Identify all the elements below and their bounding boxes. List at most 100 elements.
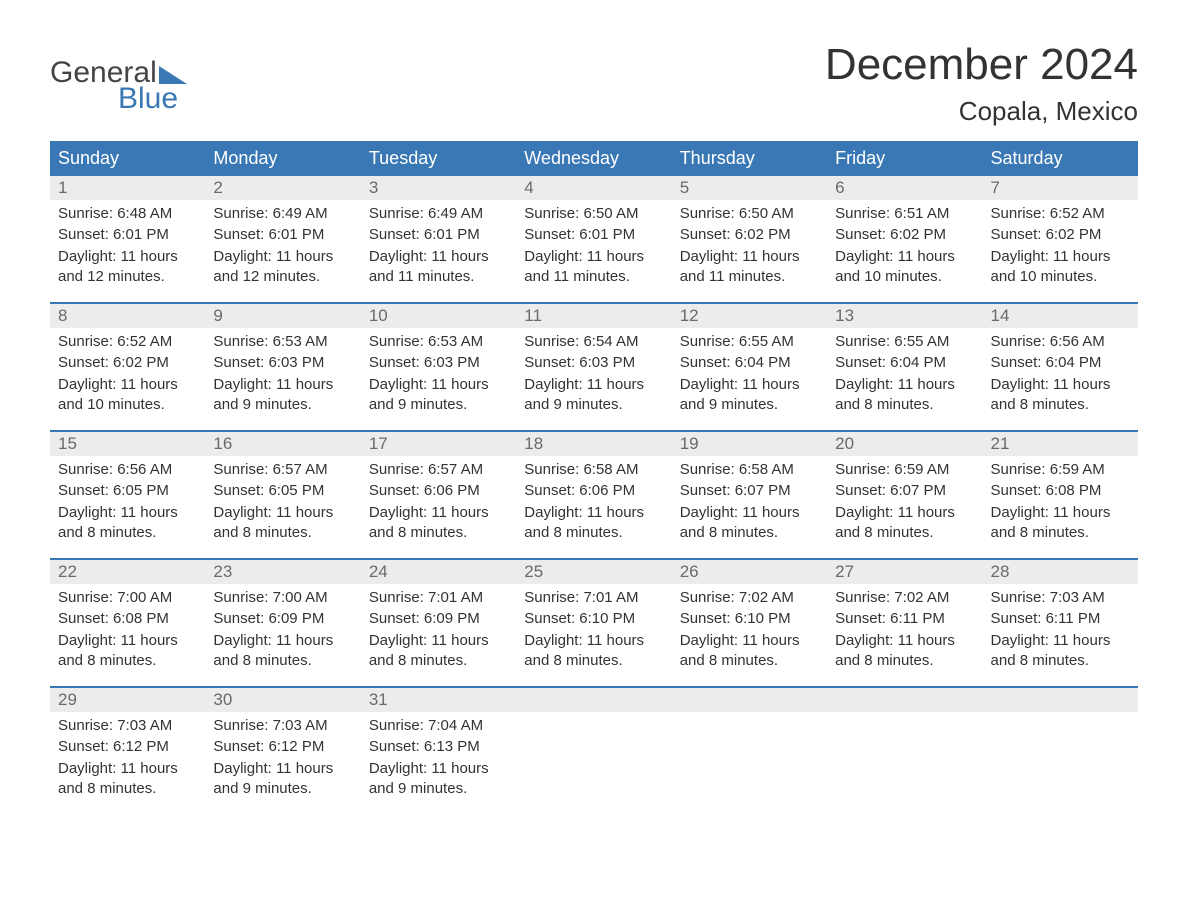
sunset-line: Sunset: 6:03 PM (369, 353, 508, 373)
daylight-line: Daylight: 11 hours and 11 minutes. (680, 247, 819, 288)
day-details: Sunrise: 6:56 AMSunset: 6:05 PMDaylight:… (50, 456, 205, 543)
day-cell: 3Sunrise: 6:49 AMSunset: 6:01 PMDaylight… (361, 176, 516, 302)
day-cell (827, 688, 982, 814)
sunset-line: Sunset: 6:04 PM (991, 353, 1130, 373)
day-details: Sunrise: 6:49 AMSunset: 6:01 PMDaylight:… (205, 200, 360, 287)
day-cell: 31Sunrise: 7:04 AMSunset: 6:13 PMDayligh… (361, 688, 516, 814)
daylight-line: Daylight: 11 hours and 8 minutes. (680, 503, 819, 544)
day-number: 24 (361, 560, 516, 584)
daylight-line: Daylight: 11 hours and 10 minutes. (991, 247, 1130, 288)
week-row: 1Sunrise: 6:48 AMSunset: 6:01 PMDaylight… (50, 176, 1138, 302)
weeks-container: 1Sunrise: 6:48 AMSunset: 6:01 PMDaylight… (50, 176, 1138, 814)
day-details: Sunrise: 6:59 AMSunset: 6:07 PMDaylight:… (827, 456, 982, 543)
day-details: Sunrise: 7:00 AMSunset: 6:08 PMDaylight:… (50, 584, 205, 671)
day-cell (672, 688, 827, 814)
day-cell: 10Sunrise: 6:53 AMSunset: 6:03 PMDayligh… (361, 304, 516, 430)
daylight-line: Daylight: 11 hours and 8 minutes. (524, 631, 663, 672)
sunset-line: Sunset: 6:01 PM (524, 225, 663, 245)
day-number: 18 (516, 432, 671, 456)
day-cell: 14Sunrise: 6:56 AMSunset: 6:04 PMDayligh… (983, 304, 1138, 430)
sunrise-line: Sunrise: 7:03 AM (213, 716, 352, 736)
daylight-line: Daylight: 11 hours and 8 minutes. (835, 631, 974, 672)
sunrise-line: Sunrise: 6:50 AM (680, 204, 819, 224)
day-number: 15 (50, 432, 205, 456)
day-cell: 27Sunrise: 7:02 AMSunset: 6:11 PMDayligh… (827, 560, 982, 686)
sunrise-line: Sunrise: 6:48 AM (58, 204, 197, 224)
weekday-header-row: SundayMondayTuesdayWednesdayThursdayFrid… (50, 141, 1138, 176)
daylight-line: Daylight: 11 hours and 8 minutes. (835, 503, 974, 544)
heading: December 2024 Copala, Mexico (825, 40, 1138, 127)
week-row: 15Sunrise: 6:56 AMSunset: 6:05 PMDayligh… (50, 430, 1138, 558)
day-details: Sunrise: 7:01 AMSunset: 6:09 PMDaylight:… (361, 584, 516, 671)
daylight-line: Daylight: 11 hours and 9 minutes. (524, 375, 663, 416)
sunrise-line: Sunrise: 6:54 AM (524, 332, 663, 352)
sunset-line: Sunset: 6:08 PM (991, 481, 1130, 501)
week-row: 8Sunrise: 6:52 AMSunset: 6:02 PMDaylight… (50, 302, 1138, 430)
day-cell: 26Sunrise: 7:02 AMSunset: 6:10 PMDayligh… (672, 560, 827, 686)
day-cell: 20Sunrise: 6:59 AMSunset: 6:07 PMDayligh… (827, 432, 982, 558)
day-cell: 12Sunrise: 6:55 AMSunset: 6:04 PMDayligh… (672, 304, 827, 430)
sunrise-line: Sunrise: 6:58 AM (524, 460, 663, 480)
day-cell: 17Sunrise: 6:57 AMSunset: 6:06 PMDayligh… (361, 432, 516, 558)
sunrise-line: Sunrise: 7:01 AM (369, 588, 508, 608)
sunrise-line: Sunrise: 6:59 AM (835, 460, 974, 480)
daylight-line: Daylight: 11 hours and 9 minutes. (369, 759, 508, 800)
day-number: 1 (50, 176, 205, 200)
daylight-line: Daylight: 11 hours and 12 minutes. (213, 247, 352, 288)
day-details: Sunrise: 6:51 AMSunset: 6:02 PMDaylight:… (827, 200, 982, 287)
day-number: 25 (516, 560, 671, 584)
daylight-line: Daylight: 11 hours and 9 minutes. (369, 375, 508, 416)
day-cell: 16Sunrise: 6:57 AMSunset: 6:05 PMDayligh… (205, 432, 360, 558)
weekday-header: Wednesday (516, 141, 671, 176)
sunset-line: Sunset: 6:03 PM (213, 353, 352, 373)
sunrise-line: Sunrise: 6:59 AM (991, 460, 1130, 480)
daylight-line: Daylight: 11 hours and 9 minutes. (213, 375, 352, 416)
day-details: Sunrise: 7:03 AMSunset: 6:11 PMDaylight:… (983, 584, 1138, 671)
daylight-line: Daylight: 11 hours and 8 minutes. (835, 375, 974, 416)
week-row: 22Sunrise: 7:00 AMSunset: 6:08 PMDayligh… (50, 558, 1138, 686)
sunset-line: Sunset: 6:08 PM (58, 609, 197, 629)
day-details: Sunrise: 6:48 AMSunset: 6:01 PMDaylight:… (50, 200, 205, 287)
daylight-line: Daylight: 11 hours and 8 minutes. (58, 503, 197, 544)
day-number: 29 (50, 688, 205, 712)
day-details: Sunrise: 6:58 AMSunset: 6:07 PMDaylight:… (672, 456, 827, 543)
day-details: Sunrise: 6:50 AMSunset: 6:02 PMDaylight:… (672, 200, 827, 287)
day-number: 16 (205, 432, 360, 456)
day-number: 5 (672, 176, 827, 200)
day-cell: 22Sunrise: 7:00 AMSunset: 6:08 PMDayligh… (50, 560, 205, 686)
daylight-line: Daylight: 11 hours and 12 minutes. (58, 247, 197, 288)
sunrise-line: Sunrise: 6:53 AM (369, 332, 508, 352)
day-details: Sunrise: 6:55 AMSunset: 6:04 PMDaylight:… (827, 328, 982, 415)
weekday-header: Friday (827, 141, 982, 176)
sunrise-line: Sunrise: 6:56 AM (991, 332, 1130, 352)
day-number: 21 (983, 432, 1138, 456)
day-details: Sunrise: 6:50 AMSunset: 6:01 PMDaylight:… (516, 200, 671, 287)
sunrise-line: Sunrise: 6:57 AM (213, 460, 352, 480)
location: Copala, Mexico (825, 96, 1138, 127)
daylight-line: Daylight: 11 hours and 8 minutes. (58, 631, 197, 672)
sunrise-line: Sunrise: 7:04 AM (369, 716, 508, 736)
weekday-header: Tuesday (361, 141, 516, 176)
sunrise-line: Sunrise: 6:49 AM (369, 204, 508, 224)
daylight-line: Daylight: 11 hours and 8 minutes. (991, 375, 1130, 416)
day-details: Sunrise: 6:56 AMSunset: 6:04 PMDaylight:… (983, 328, 1138, 415)
day-details: Sunrise: 7:02 AMSunset: 6:11 PMDaylight:… (827, 584, 982, 671)
sunset-line: Sunset: 6:09 PM (213, 609, 352, 629)
header-region: General Blue December 2024 Copala, Mexic… (50, 40, 1138, 127)
day-details: Sunrise: 6:55 AMSunset: 6:04 PMDaylight:… (672, 328, 827, 415)
day-number: 31 (361, 688, 516, 712)
day-number: 14 (983, 304, 1138, 328)
day-details: Sunrise: 6:53 AMSunset: 6:03 PMDaylight:… (361, 328, 516, 415)
weekday-header: Monday (205, 141, 360, 176)
sunset-line: Sunset: 6:02 PM (680, 225, 819, 245)
sunset-line: Sunset: 6:02 PM (58, 353, 197, 373)
day-cell: 23Sunrise: 7:00 AMSunset: 6:09 PMDayligh… (205, 560, 360, 686)
day-details: Sunrise: 6:52 AMSunset: 6:02 PMDaylight:… (50, 328, 205, 415)
daylight-line: Daylight: 11 hours and 10 minutes. (58, 375, 197, 416)
logo: General Blue (50, 40, 187, 116)
day-details: Sunrise: 7:00 AMSunset: 6:09 PMDaylight:… (205, 584, 360, 671)
day-details: Sunrise: 7:01 AMSunset: 6:10 PMDaylight:… (516, 584, 671, 671)
sunset-line: Sunset: 6:12 PM (58, 737, 197, 757)
day-cell (983, 688, 1138, 814)
sunset-line: Sunset: 6:07 PM (835, 481, 974, 501)
